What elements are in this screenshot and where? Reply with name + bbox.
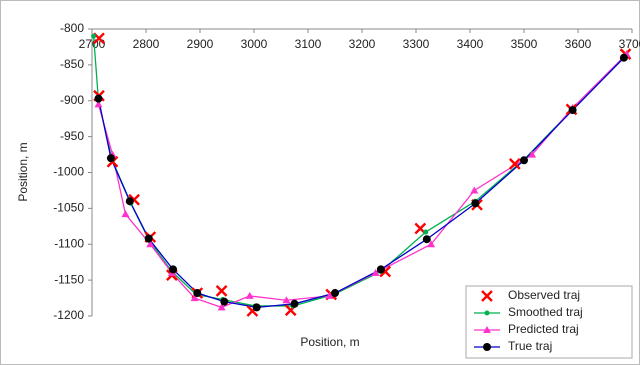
- y-tick-label: -850: [60, 57, 84, 71]
- x-tick-label: 3200: [349, 37, 376, 51]
- data-point: [121, 210, 130, 218]
- y-tick-label: -800: [60, 21, 84, 35]
- y-tick-label: -1200: [53, 308, 84, 322]
- x-tick-label: 3000: [241, 37, 268, 51]
- data-point: [290, 299, 299, 308]
- data-point: [252, 303, 261, 312]
- data-point: [190, 294, 199, 302]
- series-line: [97, 53, 628, 309]
- y-tick-label: -950: [60, 129, 84, 143]
- data-point: [470, 186, 479, 194]
- x-tick-label: 3500: [511, 37, 538, 51]
- data-point: [427, 240, 436, 248]
- y-tick-label: -1100: [54, 236, 84, 250]
- x-tick-label: 3300: [403, 37, 430, 51]
- data-point: [215, 285, 228, 297]
- data-point: [376, 265, 385, 274]
- x-tick-label: 3400: [457, 37, 484, 51]
- data-point: [217, 303, 226, 311]
- y-tick-label: -900: [60, 93, 84, 107]
- x-tick-label: 3600: [565, 37, 592, 51]
- data-point: [508, 158, 521, 170]
- legend-marker: [483, 343, 491, 351]
- data-point: [282, 296, 291, 304]
- x-tick-label: 2700: [79, 37, 106, 51]
- data-point: [619, 53, 628, 62]
- x-tick-label: 2800: [133, 37, 160, 51]
- data-point: [520, 156, 528, 165]
- x-axis-title: Position, m: [300, 335, 359, 349]
- data-point: [371, 268, 380, 276]
- y-tick-label: -1150: [54, 272, 84, 286]
- data-point: [94, 94, 103, 103]
- data-point: [220, 297, 229, 306]
- x-tick-label: 3100: [295, 37, 322, 51]
- legend-marker: [483, 326, 491, 333]
- data-point: [471, 199, 480, 208]
- data-point: [325, 291, 334, 299]
- legend-marker: [484, 310, 490, 316]
- data-point: [528, 150, 537, 158]
- y-tick-label: -1050: [53, 201, 84, 215]
- data-point: [245, 291, 254, 299]
- legend-label: Predicted traj: [508, 322, 579, 336]
- data-point: [169, 265, 177, 274]
- data-point: [568, 106, 577, 115]
- legend-label: True traj: [508, 339, 552, 353]
- legend-box: [465, 285, 633, 359]
- legend-marker: [481, 290, 493, 302]
- data-point: [106, 154, 115, 163]
- data-point: [331, 289, 339, 298]
- data-point: [125, 197, 134, 206]
- data-point: [193, 289, 202, 298]
- y-tick-label: -1000: [53, 165, 84, 179]
- legend-label: Observed traj: [508, 288, 580, 302]
- series-line: [97, 57, 625, 309]
- data-point: [423, 229, 429, 235]
- x-tick-label: 2900: [187, 37, 214, 51]
- data-point: [144, 234, 153, 243]
- x-tick-label: 3700: [619, 37, 640, 51]
- data-point: [422, 235, 431, 244]
- y-axis-title: Position, m: [16, 142, 30, 201]
- legend-label: Smoothed traj: [508, 305, 583, 319]
- data-point: [91, 33, 97, 39]
- data-point: [94, 100, 103, 108]
- data-point: [146, 240, 155, 248]
